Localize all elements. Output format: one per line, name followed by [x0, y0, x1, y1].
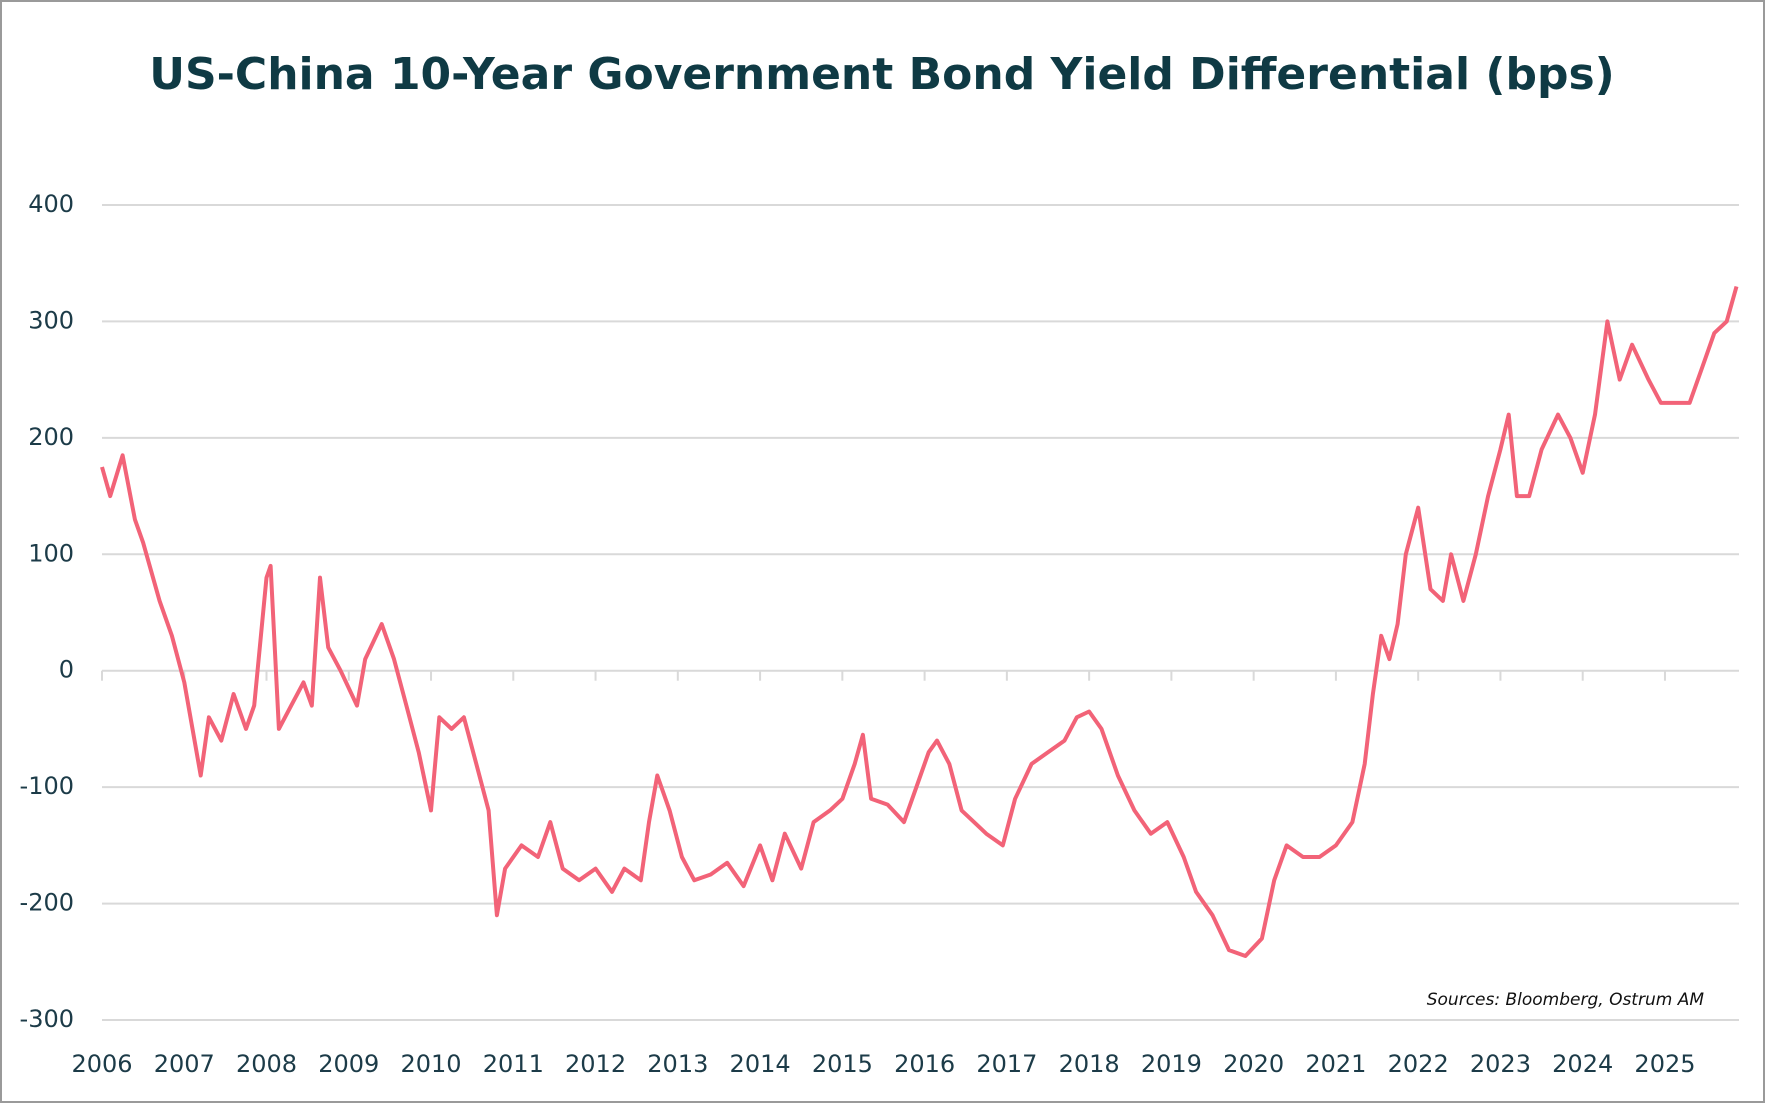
x-tick-label: 2024: [1552, 1050, 1613, 1078]
x-tick-label: 2020: [1223, 1050, 1284, 1078]
source-note: Sources: Bloomberg, Ostrum AM: [1427, 990, 1705, 1010]
x-tick-label: 2025: [1634, 1050, 1695, 1078]
x-tick-label: 2019: [1141, 1050, 1202, 1078]
y-tick-label: -200: [20, 889, 74, 917]
x-tick-label: 2017: [976, 1050, 1037, 1078]
chart-title: US-China 10-Year Government Bond Yield D…: [149, 49, 1615, 100]
y-tick-label: -100: [20, 772, 74, 800]
y-tick-label: 100: [28, 539, 74, 567]
x-tick-label: 2012: [565, 1050, 626, 1078]
y-tick-label: 0: [59, 656, 74, 684]
y-tick-label: 200: [28, 423, 74, 451]
x-tick-label: 2018: [1059, 1050, 1120, 1078]
x-tick-label: 2011: [483, 1050, 544, 1078]
x-tick-label: 2022: [1388, 1050, 1449, 1078]
x-tick-label: 2021: [1305, 1050, 1366, 1078]
x-tick-label: 2015: [812, 1050, 873, 1078]
x-tick-label: 2009: [318, 1050, 379, 1078]
x-tick-label: 2006: [71, 1050, 132, 1078]
y-tick-label: 300: [28, 306, 74, 334]
y-tick-label: 400: [28, 190, 74, 218]
y-tick-label: -300: [20, 1005, 74, 1033]
x-tick-label: 2016: [894, 1050, 955, 1078]
data-line: [100, 285, 1739, 958]
x-tick-label: 2008: [236, 1050, 297, 1078]
x-tick-label: 2013: [647, 1050, 708, 1078]
x-tick-label: 2010: [401, 1050, 462, 1078]
x-tick-label: 2007: [154, 1050, 215, 1078]
x-tick-label: 2014: [730, 1050, 791, 1078]
x-tick-label: 2023: [1470, 1050, 1531, 1078]
